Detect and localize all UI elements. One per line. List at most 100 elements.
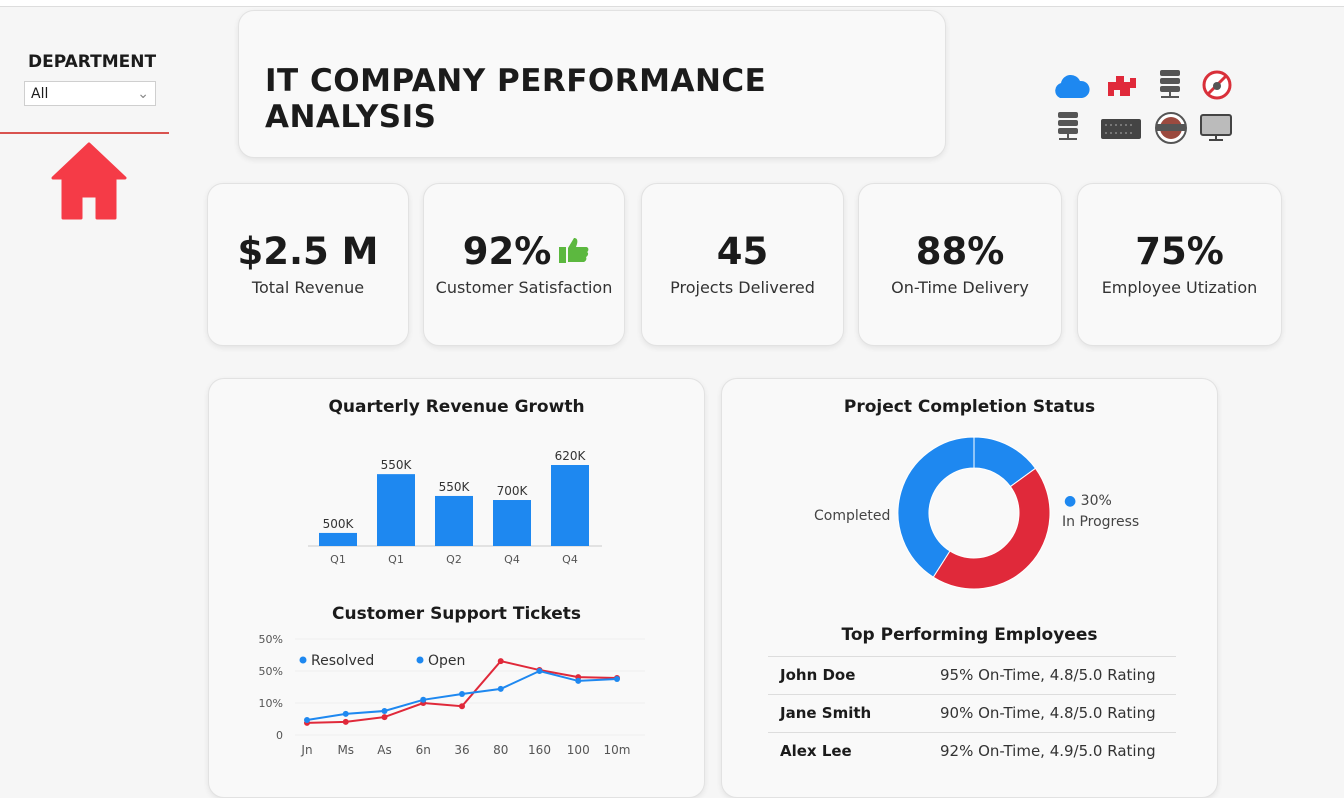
- kpi-value: 75%: [1135, 230, 1224, 273]
- employee-detail: 90% On-Time, 4.8/5.0 Rating: [940, 704, 1156, 722]
- x-tick-label: Q1: [330, 553, 346, 566]
- x-tick-label: Ms: [337, 743, 354, 757]
- data-point: [342, 710, 349, 717]
- x-tick-label: 36: [454, 743, 469, 757]
- x-tick-label: 80: [493, 743, 508, 757]
- kpi-label: Total Revenue: [251, 278, 365, 297]
- donut-label-progress: In Progress: [1062, 514, 1140, 530]
- top-bar: [0, 0, 1344, 7]
- kpi-employee-utilization: 75% Employee Utization: [1077, 183, 1282, 346]
- data-point: [459, 703, 465, 710]
- kpi-total-revenue: $2.5 M Total Revenue: [207, 183, 409, 346]
- title-card: IT COMPANY PERFORMANCE ANALYSIS: [238, 10, 946, 158]
- bar: [377, 474, 415, 546]
- data-point: [459, 691, 465, 698]
- data-point: [497, 685, 504, 692]
- x-tick-label: 10m: [604, 743, 631, 757]
- bar-data-label: 550K: [439, 480, 471, 494]
- donut-chart: [897, 436, 1051, 590]
- bar: [319, 532, 357, 546]
- kpi-customer-satisfaction: 92% Customer Satisfaction: [423, 183, 625, 346]
- data-point: [575, 677, 582, 684]
- x-tick-label: Q4: [504, 553, 520, 566]
- bar-data-label: 620K: [555, 449, 587, 463]
- server-icon: [1058, 112, 1078, 140]
- cloud-icon: [1055, 74, 1090, 98]
- kpi-value: $2.5 M: [237, 230, 379, 273]
- donut-label-completed: Completed: [814, 508, 891, 524]
- line-chart-title: Customer Support Tickets: [332, 604, 581, 624]
- x-tick-label: Q2: [446, 553, 462, 566]
- kpi-label: Employee Utization: [1101, 278, 1258, 297]
- data-point: [381, 708, 388, 714]
- server-network-icon: [1160, 70, 1180, 98]
- x-tick-label: Q1: [388, 553, 404, 566]
- sidebar-divider: [0, 132, 169, 134]
- bar: [435, 495, 473, 546]
- x-tick-label: Q4: [562, 553, 578, 566]
- data-point: [497, 658, 504, 665]
- data-point: [342, 718, 349, 725]
- bar-data-label: 550K: [381, 458, 413, 472]
- employee-row: John Doe 95% On-Time, 4.8/5.0 Rating: [768, 656, 1176, 694]
- monitor-icon: [1200, 114, 1232, 141]
- data-point: [420, 696, 427, 703]
- y-tick-label: 50%: [259, 665, 283, 678]
- page-title: IT COMPANY PERFORMANCE ANALYSIS: [265, 63, 767, 135]
- employee-name: Alex Lee: [780, 742, 852, 760]
- x-tick-label: 100: [567, 743, 590, 757]
- chevron-down-icon: ⌄: [137, 85, 149, 102]
- legend-label: Resolved: [311, 653, 374, 669]
- kpi-label: On-Time Delivery: [891, 278, 1029, 297]
- legend-marker: [416, 656, 424, 664]
- department-value: All: [31, 85, 49, 102]
- line-chart: 0 10% 50% 50% Jn Ms As 6n 36 80 160 100 10m Resolved O…: [259, 633, 645, 757]
- employee-detail: 92% On-Time, 4.9/5.0 Rating: [940, 742, 1156, 760]
- employee-name: John Doe: [780, 666, 856, 684]
- legend-label: Open: [428, 653, 465, 669]
- donut-chart-title: Project Completion Status: [843, 397, 1096, 417]
- department-label: DEPARTMENT: [28, 52, 157, 72]
- header-icons: [1052, 68, 1242, 148]
- donut-slice: [932, 467, 1051, 590]
- department-select[interactable]: All ⌄: [24, 81, 156, 106]
- x-tick-label: Jn: [300, 743, 312, 757]
- x-tick-label: As: [377, 743, 391, 757]
- puzzle-icon: [1108, 76, 1136, 96]
- data-point: [381, 714, 388, 721]
- bar: [551, 465, 589, 546]
- kpi-on-time-delivery: 88% On-Time Delivery: [858, 183, 1062, 346]
- y-tick-label: 50%: [259, 633, 283, 646]
- legend-marker: [299, 656, 307, 664]
- thumbs-up-icon: [559, 238, 589, 263]
- employee-name: Jane Smith: [780, 704, 872, 722]
- employee-detail: 95% On-Time, 4.8/5.0 Rating: [940, 666, 1156, 684]
- bar-chart: 500K Q1 550K Q1 550K Q2 700K Q4 620K Q4: [308, 449, 602, 566]
- kpi-label: Customer Satisfaction: [435, 278, 613, 297]
- donut-label-progress-pct: ● 30%: [1064, 493, 1112, 509]
- kpi-label: Projects Delivered: [670, 278, 815, 297]
- kpi-value: 45: [716, 230, 769, 273]
- data-point: [536, 668, 543, 674]
- y-tick-label: 0: [276, 729, 283, 742]
- donut-slice: [897, 436, 975, 578]
- left-chart-panel: Quarterly Revenue Growth Customer Suppor…: [208, 378, 705, 798]
- no-virus-icon: [1202, 70, 1232, 100]
- bar-data-label: 700K: [497, 484, 529, 498]
- rack-server-icon: [1101, 119, 1141, 139]
- employee-row: Alex Lee 92% On-Time, 4.9/5.0 Rating: [768, 732, 1176, 770]
- kpi-projects-delivered: 45 Projects Delivered: [641, 183, 844, 346]
- y-tick-label: 10%: [259, 697, 283, 710]
- employees-title: Top Performing Employees: [841, 625, 1098, 645]
- badge-icon: [1155, 112, 1187, 144]
- data-point: [304, 716, 310, 723]
- kpi-value: 92%: [462, 230, 552, 273]
- data-point: [614, 676, 620, 682]
- kpi-value: 88%: [915, 230, 1005, 273]
- x-tick-label: 160: [528, 743, 551, 757]
- x-tick-label: 6n: [416, 743, 431, 757]
- bar-data-label: 500K: [323, 517, 355, 531]
- progress-pct: 30%: [1080, 493, 1112, 509]
- home-icon[interactable]: [51, 142, 127, 220]
- bar-chart-title: Quarterly Revenue Growth: [328, 397, 585, 417]
